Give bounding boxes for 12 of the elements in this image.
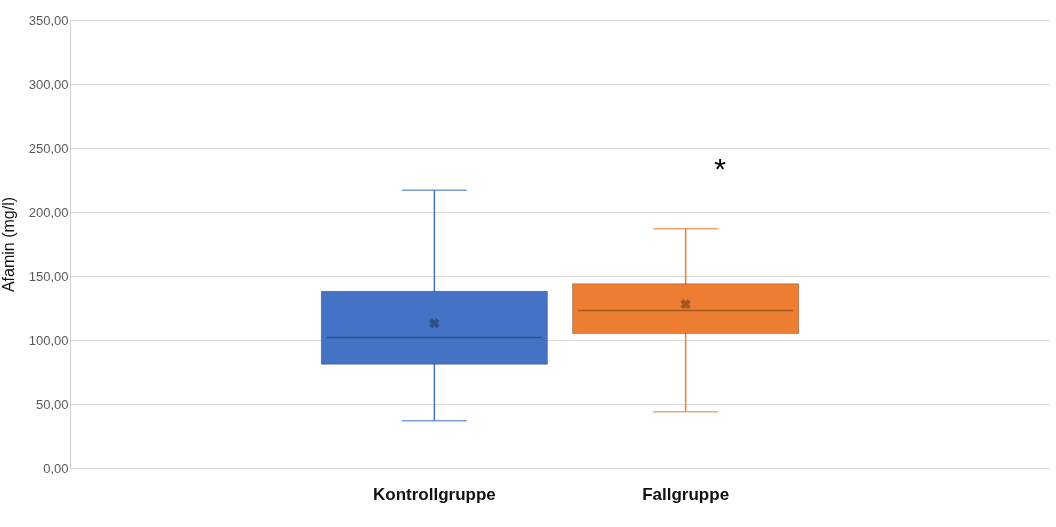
- y-tick-label: 350,00: [28, 12, 69, 28]
- x-tick-label: Kontrollgruppe: [372, 484, 496, 504]
- annotation: *: [714, 152, 727, 185]
- y-tick-label: 50,00: [35, 396, 69, 412]
- y-tick-label: 150,00: [28, 268, 69, 284]
- y-axis-title: Afamin (mg/l): [0, 196, 17, 293]
- y-tick-label: 200,00: [28, 204, 69, 220]
- x-tick-label: Fallgruppe: [642, 484, 730, 504]
- y-tick-label: 250,00: [28, 140, 69, 156]
- y-tick-label: 0,00: [43, 460, 69, 476]
- y-tick-label: 300,00: [28, 76, 69, 92]
- y-tick-label: 100,00: [28, 332, 69, 348]
